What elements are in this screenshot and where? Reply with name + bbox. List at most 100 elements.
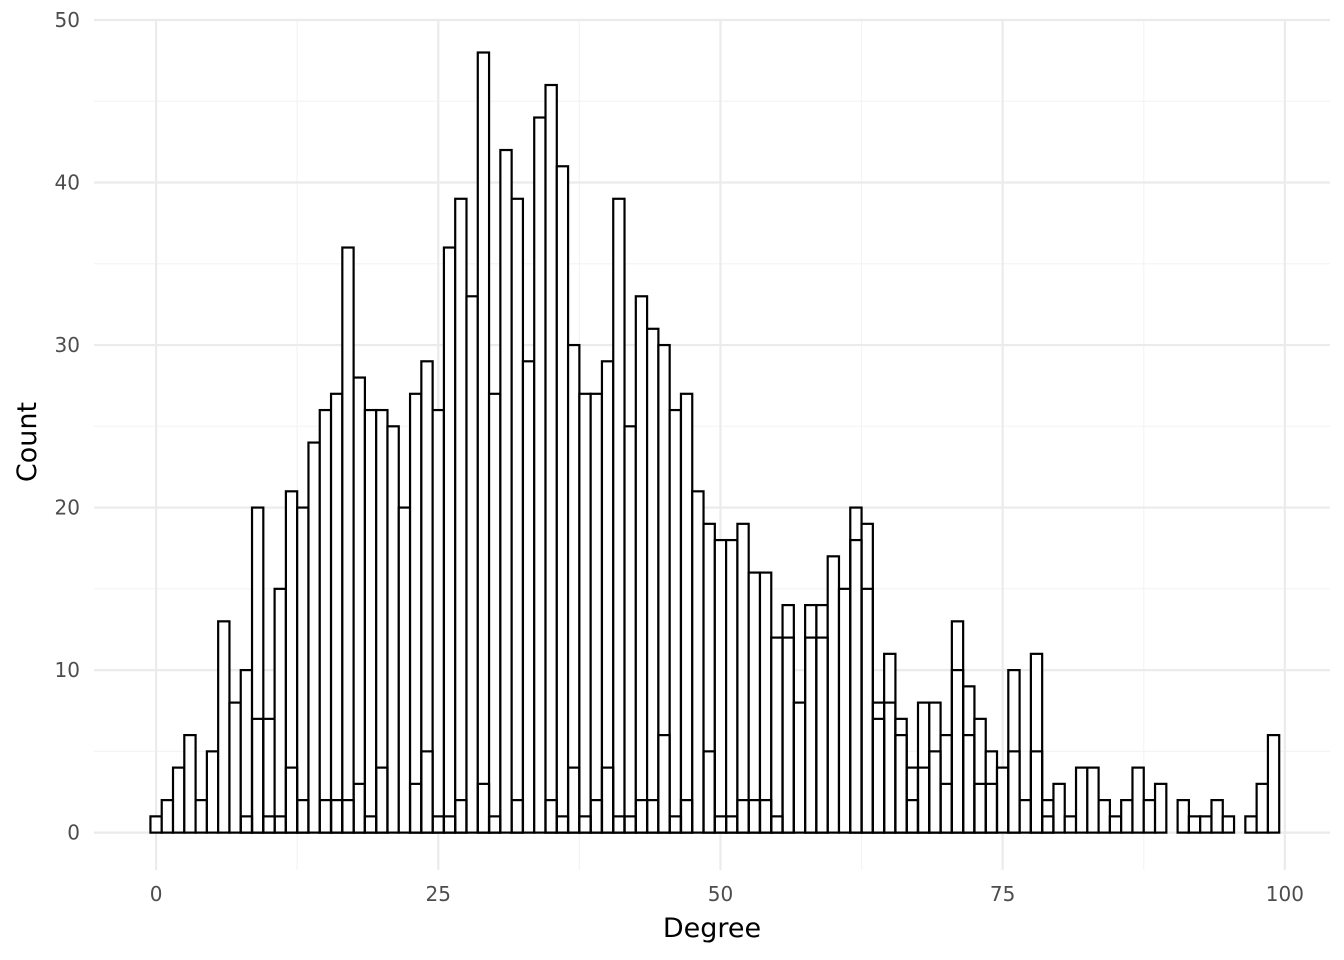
histogram-bar <box>623 425 637 834</box>
histogram-bar <box>578 392 592 834</box>
histogram-bar <box>420 750 434 834</box>
histogram-bar <box>1007 750 1021 834</box>
histogram-bar <box>1221 815 1236 834</box>
histogram-bar <box>375 408 389 834</box>
histogram-bar <box>273 587 287 834</box>
histogram-bar <box>1041 815 1055 834</box>
y-tick-label: 50 <box>55 8 80 32</box>
x-tick-label: 25 <box>426 882 451 906</box>
histogram-bar <box>1187 815 1202 834</box>
histogram-bar <box>826 555 841 834</box>
major-gridlines <box>94 18 1330 870</box>
histogram-bar <box>397 506 412 834</box>
x-tick-label: 75 <box>990 882 1015 906</box>
histogram-bar <box>454 197 468 834</box>
histogram-bar <box>341 246 355 834</box>
histogram-bar <box>804 603 818 834</box>
histogram-bar <box>1255 782 1270 834</box>
histogram-bar <box>183 734 197 834</box>
histogram-bar <box>849 506 863 834</box>
y-tick-label: 0 <box>67 821 80 845</box>
histogram-bar <box>566 766 581 834</box>
histogram-bar <box>1086 766 1100 834</box>
histogram-bar <box>679 799 694 834</box>
histogram-bar <box>781 636 795 834</box>
histogram-bar <box>205 750 220 834</box>
histogram-bar <box>1142 799 1157 834</box>
histogram-bar <box>239 668 254 834</box>
histogram-bar <box>566 343 581 834</box>
histogram-bar <box>1029 652 1044 834</box>
histogram-bar <box>950 620 965 834</box>
histogram-bar <box>521 360 536 834</box>
histogram-bar <box>691 490 705 834</box>
histogram-bar <box>465 295 479 834</box>
histogram-bar <box>420 360 434 834</box>
histogram-bar <box>476 51 491 834</box>
histogram-bars <box>149 51 1281 834</box>
histogram-bar <box>296 799 310 834</box>
histogram-bar <box>510 197 525 834</box>
histogram-bar <box>758 571 773 834</box>
histogram-bar <box>1176 799 1191 834</box>
histogram-bar <box>442 246 457 834</box>
histogram-bar <box>837 587 852 834</box>
histogram-bar <box>284 490 299 834</box>
histogram-bar <box>1210 799 1224 834</box>
histogram-bar <box>228 701 242 834</box>
histogram-bar <box>1199 815 1213 834</box>
histogram-bar <box>815 603 829 834</box>
y-axis-title: Count <box>12 402 43 482</box>
histogram-bar <box>296 506 310 834</box>
y-tick-label: 30 <box>55 333 80 357</box>
histogram-bar <box>589 392 604 834</box>
histogram-bar <box>736 522 750 834</box>
histogram-bar <box>1266 734 1281 834</box>
histogram-bar <box>194 799 208 834</box>
histogram-bar <box>1244 815 1258 834</box>
histogram-bar <box>871 701 886 834</box>
histogram-bar <box>555 165 570 834</box>
histogram-bar <box>408 392 423 834</box>
histogram-bar <box>386 425 400 834</box>
histogram-bar <box>747 571 762 834</box>
histogram-bar <box>1018 799 1032 834</box>
histogram-bar <box>984 782 999 834</box>
histogram-bar <box>860 522 874 834</box>
histogram-bar <box>375 766 389 834</box>
histogram-bar <box>1052 782 1066 834</box>
histogram-bar <box>645 327 660 834</box>
histogram-bar <box>363 408 378 834</box>
histogram-bar <box>1153 782 1168 834</box>
histogram-bar <box>487 815 502 834</box>
histogram-bar <box>725 538 739 834</box>
histogram-bar <box>217 620 231 834</box>
histogram-bar <box>770 636 784 834</box>
histogram-bar <box>657 734 671 834</box>
y-axis-tick-labels: 0 10 20 30 40 50 <box>55 8 80 845</box>
histogram-bar <box>792 701 807 834</box>
histogram-bar <box>928 701 942 834</box>
histogram-bar <box>679 392 694 834</box>
x-tick-label: 50 <box>708 882 733 906</box>
histogram-bar <box>1120 799 1134 834</box>
histogram-bar <box>883 652 897 834</box>
histogram-bar <box>476 782 491 834</box>
histogram-bar <box>160 799 175 834</box>
histogram-bar <box>352 782 367 834</box>
histogram-bar <box>702 522 716 834</box>
histogram-bar <box>657 343 671 834</box>
histogram-bar <box>1029 750 1044 834</box>
x-tick-label: 0 <box>150 882 163 906</box>
histogram-bar <box>318 408 333 834</box>
histogram-bar <box>894 734 908 834</box>
histogram-bar <box>815 636 829 834</box>
histogram-bar <box>250 717 265 834</box>
histogram-bar <box>171 766 186 834</box>
histogram-bar <box>973 717 987 834</box>
histogram-bar <box>612 197 626 834</box>
histogram-bar <box>1074 766 1089 834</box>
histogram-bar <box>600 766 615 834</box>
histogram-bar <box>431 408 446 834</box>
